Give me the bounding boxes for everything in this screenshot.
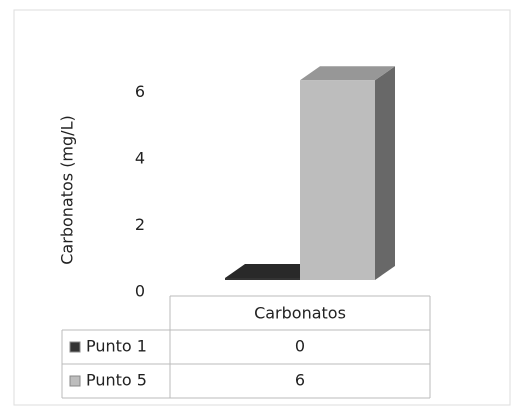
bar-side (375, 66, 395, 281)
y-axis-label: Carbonatos (mg/L) (58, 115, 77, 264)
y-tick-label: 2 (135, 215, 145, 234)
x-tick-label: Carbonatos (254, 304, 346, 323)
bar (300, 80, 375, 281)
y-tick-label: 6 (135, 82, 145, 101)
bar-top (225, 264, 320, 278)
table-value: 6 (295, 371, 305, 390)
bar (225, 278, 300, 280)
bar-top (300, 66, 395, 81)
table-value: 0 (295, 337, 305, 356)
y-tick-label: 0 (135, 282, 145, 301)
chart-frame (13, 9, 511, 406)
legend-key (69, 341, 81, 353)
legend-label: Punto 1 (86, 337, 147, 356)
legend-key (69, 375, 81, 387)
y-tick-label: 4 (135, 148, 145, 167)
legend-label: Punto 5 (86, 371, 147, 390)
